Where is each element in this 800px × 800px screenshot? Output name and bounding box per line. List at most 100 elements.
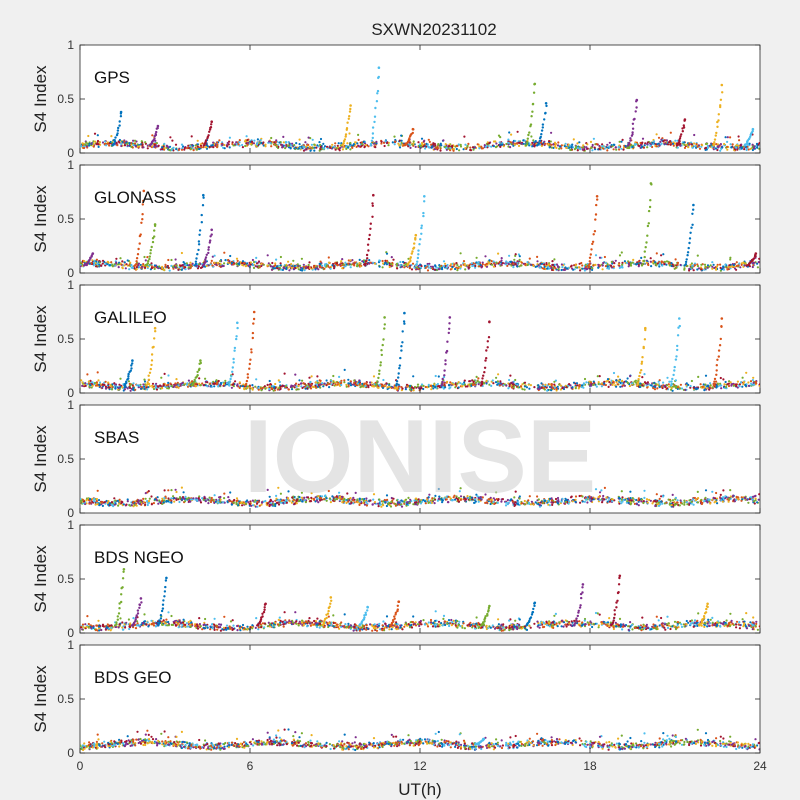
peak-point	[645, 241, 648, 244]
peak-point	[646, 234, 649, 237]
baseline-point	[408, 141, 411, 144]
baseline-point	[215, 141, 219, 144]
peak-point	[201, 204, 205, 207]
peak-point	[233, 346, 237, 350]
baseline-point	[246, 386, 249, 390]
baseline-point	[517, 253, 521, 256]
baseline-point	[133, 142, 137, 145]
baseline-point	[608, 381, 611, 384]
baseline-point	[103, 140, 107, 143]
baseline-point	[679, 144, 682, 147]
peak-point	[713, 141, 716, 144]
baseline-point	[751, 143, 754, 146]
baseline-point	[658, 386, 661, 389]
peak-point	[420, 226, 423, 230]
baseline-point	[586, 143, 589, 146]
baseline-point	[688, 142, 691, 145]
baseline-point	[733, 267, 737, 270]
peak-max-point	[683, 118, 687, 121]
baseline-point	[330, 383, 333, 386]
baseline-point	[329, 146, 332, 149]
baseline-point	[586, 267, 589, 270]
baseline-point	[678, 387, 682, 390]
baseline-point	[356, 142, 359, 145]
baseline-point	[110, 261, 113, 264]
baseline-point	[347, 262, 350, 265]
peak-point	[228, 383, 231, 386]
baseline-point	[292, 259, 295, 262]
baseline-point	[573, 148, 577, 151]
baseline-point	[87, 380, 90, 383]
baseline-point	[177, 268, 180, 271]
baseline-point	[582, 382, 586, 385]
peak-point	[596, 198, 599, 201]
baseline-point	[602, 147, 605, 150]
baseline-point	[608, 141, 611, 144]
baseline-point	[594, 254, 598, 257]
baseline-point	[622, 148, 625, 151]
baseline-point	[471, 379, 474, 382]
peak-point	[631, 131, 634, 134]
baseline-point	[582, 144, 585, 147]
baseline-point	[412, 375, 415, 378]
baseline-point	[547, 265, 550, 268]
baseline-point	[390, 256, 393, 259]
peak-point	[444, 363, 447, 366]
baseline-point	[532, 139, 535, 142]
baseline-point	[615, 379, 618, 382]
peak-point	[376, 92, 379, 95]
baseline-point	[546, 267, 549, 270]
baseline-point	[665, 263, 668, 266]
baseline-point	[466, 145, 469, 148]
peak-point	[682, 124, 685, 127]
baseline-point	[487, 145, 490, 148]
baseline-point	[673, 142, 677, 145]
baseline-point	[504, 263, 508, 266]
baseline-point	[514, 378, 517, 382]
baseline-point	[257, 388, 260, 391]
baseline-point	[449, 386, 452, 389]
peak-point	[719, 98, 723, 102]
peak-point	[251, 336, 254, 340]
baseline-point	[255, 378, 258, 381]
baseline-point	[387, 261, 390, 264]
baseline-point	[97, 145, 100, 148]
baseline-point	[314, 381, 317, 384]
baseline-point	[737, 135, 740, 138]
baseline-point	[344, 261, 347, 264]
peak-point	[641, 262, 644, 265]
baseline-point	[274, 140, 278, 143]
baseline-point	[156, 496, 159, 499]
baseline-point	[659, 262, 662, 265]
baseline-point	[673, 267, 676, 270]
baseline-point	[302, 382, 305, 385]
baseline-point	[422, 387, 425, 391]
baseline-point	[167, 387, 170, 390]
baseline-point	[557, 141, 560, 144]
baseline-point	[213, 494, 216, 497]
peak-point	[127, 372, 130, 376]
baseline-point	[728, 264, 731, 267]
baseline-point	[313, 149, 316, 152]
baseline-point	[380, 140, 383, 143]
peak-point	[676, 334, 680, 337]
baseline-point	[177, 384, 180, 387]
baseline-point	[436, 145, 439, 148]
baseline-point	[347, 382, 350, 385]
peak-point	[638, 374, 641, 378]
baseline-point	[194, 385, 198, 388]
baseline-point	[663, 263, 666, 266]
baseline-point	[613, 262, 616, 265]
baseline-point	[209, 384, 212, 387]
baseline-point	[633, 380, 636, 383]
baseline-point	[335, 384, 338, 387]
baseline-point	[464, 268, 467, 271]
baseline-point	[555, 263, 559, 266]
baseline-point	[430, 146, 433, 149]
baseline-point	[93, 259, 96, 262]
peak-point	[371, 202, 374, 205]
baseline-point	[443, 382, 446, 385]
peak-point	[118, 120, 121, 123]
